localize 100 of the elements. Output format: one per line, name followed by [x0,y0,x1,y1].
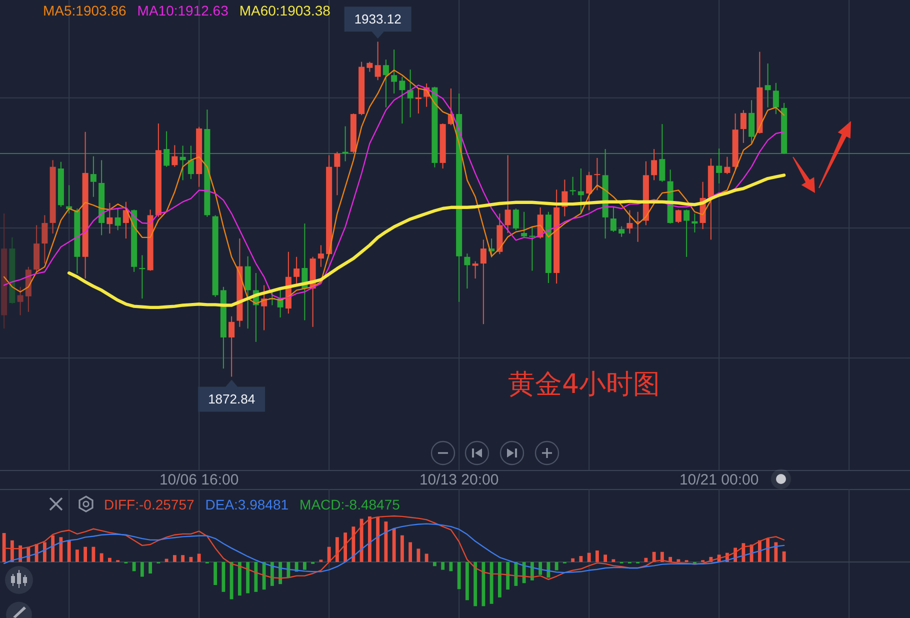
bar [432,562,436,566]
bar [222,562,226,592]
candlestick [464,253,470,290]
bar [766,538,770,562]
candlestick [188,145,194,180]
candlestick [106,202,113,234]
text: MA60:1903.38 [239,2,331,18]
bar [676,559,680,562]
series-label: DEA:3.98481 [205,496,289,512]
bar [189,556,193,562]
bar [2,533,6,562]
bar [595,550,599,562]
x-tick-label: 10/06 16:00 [159,472,239,488]
candlestick [318,244,324,268]
bar [579,556,583,562]
candlestick [334,151,340,196]
candlestick [407,69,414,118]
candlestick [399,76,406,124]
bar [302,562,306,570]
bar [92,546,96,562]
bar [506,562,510,590]
candlestick [294,256,300,284]
candlestick [472,260,478,280]
annotation: 1933.12 [354,12,402,27]
bar [335,537,339,562]
bar [424,554,428,562]
candlestick [512,208,519,231]
bar [514,562,518,586]
candlestick [570,176,576,196]
bar [546,562,550,578]
candlestick [42,214,48,264]
series-label: DIFF:-0.25757 [104,496,194,512]
candlestick [480,239,486,325]
bar [482,562,486,606]
candlestick [366,61,373,72]
text: MA5:1903.86 [43,2,126,18]
bar [782,551,786,562]
annotation: 1872.84 [208,392,256,407]
candlestick [610,206,616,232]
series-label: MACD:-8.48475 [300,496,400,512]
candlestick [684,209,690,258]
candlestick [586,171,592,211]
bar [197,554,201,562]
candlestick [740,110,746,144]
bar [538,562,542,575]
candlestick [594,157,600,191]
candlestick [244,256,251,330]
candlestick [764,62,771,108]
bar [230,562,234,600]
bar [441,562,445,570]
bar [172,555,176,562]
bar [612,559,616,562]
candlestick [772,82,779,115]
bar [360,518,364,562]
bar [164,558,168,562]
bar [352,526,356,562]
bar [100,553,104,562]
bar [246,562,250,594]
bar [644,558,648,562]
candlestick [659,124,666,182]
bar [392,528,396,562]
candlestick [228,316,235,378]
candlestick [114,208,121,231]
candlestick [374,41,381,81]
candlestick [17,286,24,316]
candlestick [675,209,682,224]
x-tick-label: 10/21 00:00 [679,472,759,488]
bar [604,554,608,562]
bar [571,558,575,562]
candlestick [626,210,633,234]
bar [457,562,461,590]
bar [384,522,388,562]
bar [262,562,266,590]
candlestick [618,226,625,238]
bar [774,542,778,562]
bar [214,562,218,585]
bar [132,562,136,572]
bar [67,540,71,562]
bar [400,535,404,562]
bar [376,516,380,562]
bar [474,562,478,606]
bar [465,562,469,600]
bar [554,562,558,570]
bar [59,537,63,562]
candlestick [724,156,730,175]
candlestick [90,156,96,198]
bar [490,562,494,604]
bar [108,558,112,562]
annotation: 黄金4小时图 [508,369,660,400]
x-tick-label: 10/13 20:00 [419,472,499,488]
bar [416,548,420,562]
candlestick [748,100,755,144]
candlestick [415,88,422,114]
candlestick [651,148,658,181]
bar [140,562,144,577]
bar [84,546,88,562]
candlestick [521,211,528,238]
bar [238,562,242,596]
bar [51,535,55,562]
candlestick [164,130,170,168]
